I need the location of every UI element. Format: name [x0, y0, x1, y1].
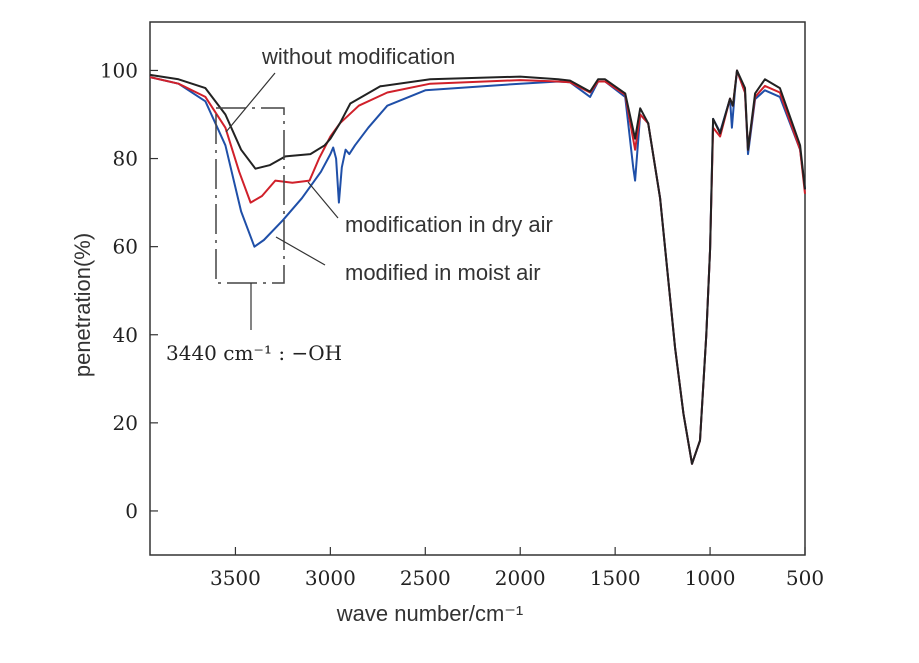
annotation-oh-peak: 3440 cm⁻¹ : −OH [166, 341, 342, 365]
annotation-dry-air: modification in dry air [345, 212, 553, 237]
y-tick-label: 20 [113, 411, 138, 435]
y-tick-label: 80 [113, 147, 138, 171]
annotation-moist-air: modified in moist air [345, 260, 541, 285]
plot-frame [149, 21, 806, 556]
x-tick-label: 1500 [590, 566, 641, 590]
y-tick-label: 0 [125, 499, 138, 523]
annotation-without-modification: without modification [261, 44, 455, 69]
y-tick-label: 40 [113, 323, 138, 347]
oh-region-box [215, 107, 285, 284]
y-axis-label: penetration(%) [70, 233, 95, 377]
x-tick-label: 3000 [305, 566, 356, 590]
x-tick-label: 1000 [685, 566, 736, 590]
series-line-without [149, 69, 806, 465]
y-tick-label: 60 [113, 235, 138, 259]
moist-leader-line [275, 236, 326, 266]
dry-leader-line [307, 181, 339, 219]
x-tick-label: 2000 [495, 566, 546, 590]
x-tick-label: 500 [786, 566, 824, 590]
y-tick-label: 100 [100, 58, 138, 82]
x-axis-label: wave number/cm⁻¹ [336, 601, 523, 626]
x-tick-label: 3500 [210, 566, 261, 590]
without-leader-line [225, 72, 276, 133]
x-tick-label: 2500 [400, 566, 451, 590]
